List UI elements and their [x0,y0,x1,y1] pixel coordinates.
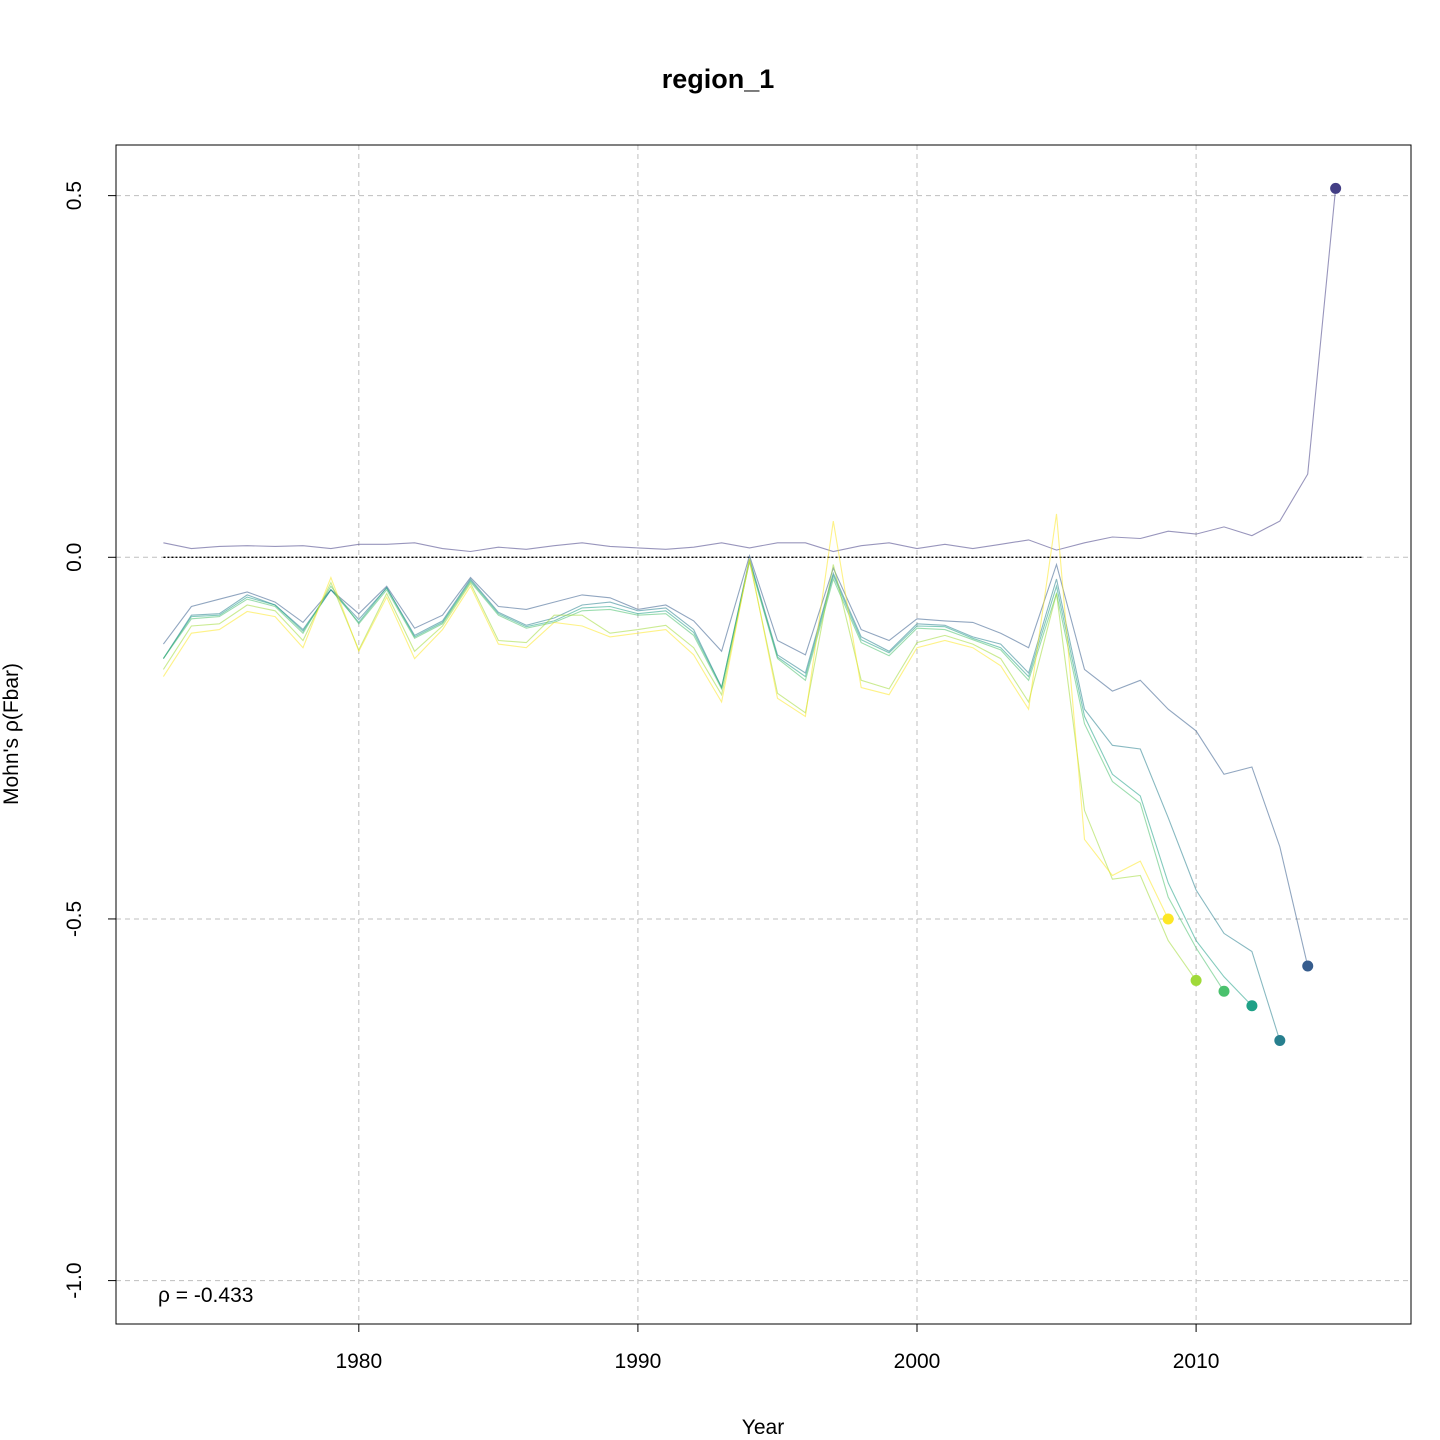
y-tick-label: -0.5 [63,901,86,937]
series-line-2 [162,553,1309,967]
series-end-point-1 [1330,182,1342,194]
y-tick-label: -1.0 [63,1263,86,1299]
chart-title: region_1 [662,64,775,94]
series-end-point-5 [1218,985,1230,997]
series-line-6 [162,560,1197,981]
y-tick-label: 0.0 [63,543,86,572]
series-end-point-6 [1190,974,1202,986]
rho-annotation: ρ = -0.433 [158,1284,253,1307]
series-end-point-4 [1246,1000,1258,1012]
x-tick-label: 1980 [335,1350,382,1373]
series-end-point-3 [1274,1034,1286,1046]
x-tick-label: 2010 [1173,1350,1220,1373]
y-axis-label: Mohn's ρ(Fbar) [0,663,23,805]
plot-frame [115,144,1412,1325]
series-end-point-2 [1302,960,1314,972]
series-line-1 [163,188,1337,553]
series-line-3 [162,558,1281,1041]
series-end-point-7 [1162,913,1174,925]
series-line-5 [162,561,1225,992]
series-line-4 [162,560,1253,1007]
x-tick-label: 2000 [894,1350,941,1373]
series-line-7 [162,513,1169,920]
x-axis-label: Year [742,1416,784,1439]
x-tick-label: 1990 [615,1350,662,1373]
grid-layer [116,145,1411,1324]
series-layer [162,182,1342,1046]
y-tick-label: 0.5 [63,181,86,210]
axis-layer: 1980 1990 2000 2010 0.5 0.0 -0.5 -1.0 [63,181,1219,1373]
